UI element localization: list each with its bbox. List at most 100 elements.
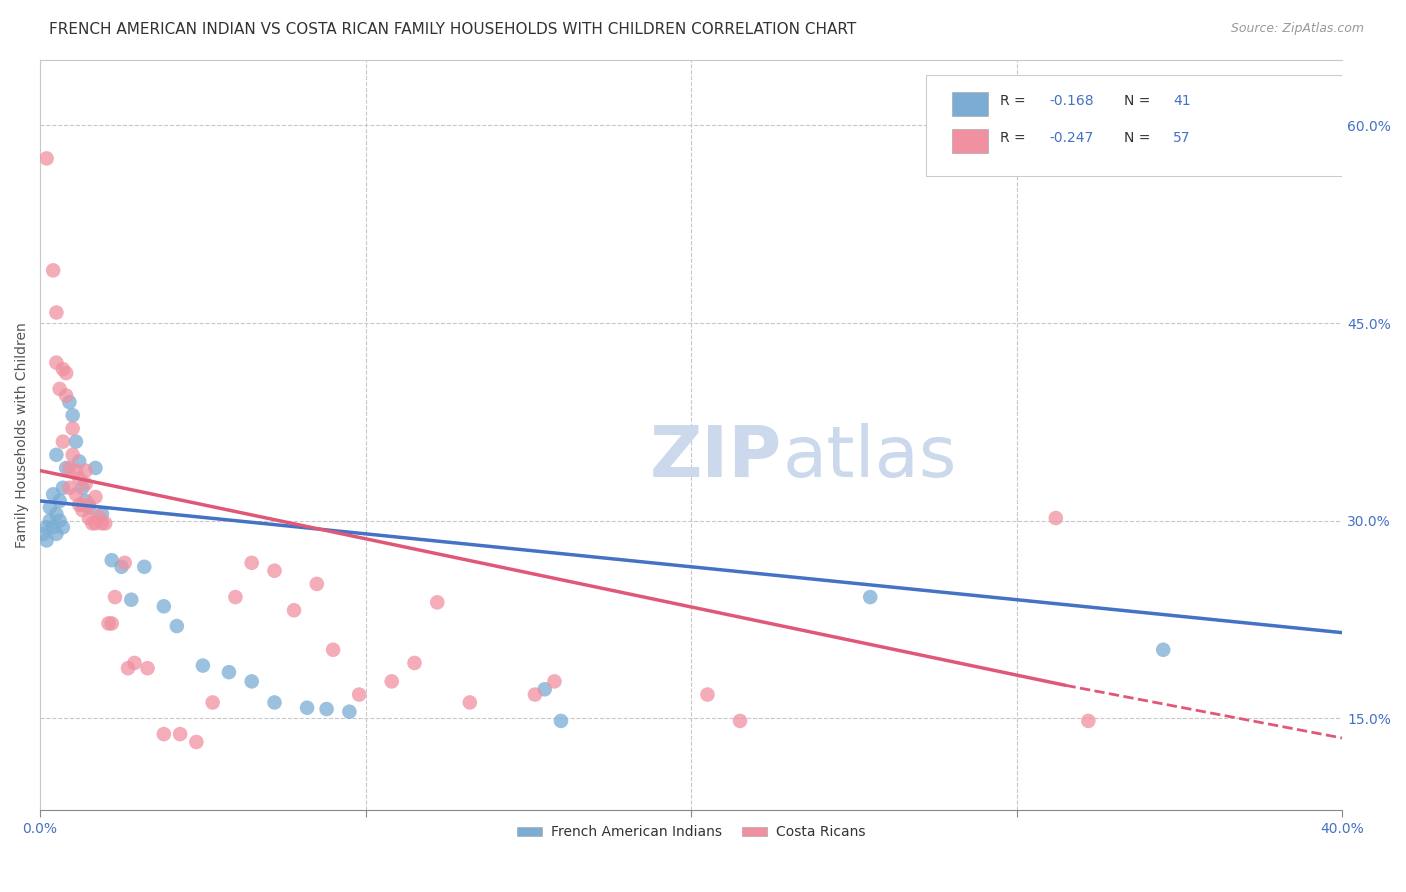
Point bbox=[58, 461, 80, 475]
Point bbox=[52, 481, 75, 495]
Point bbox=[283, 603, 305, 617]
Point bbox=[153, 727, 176, 741]
Point bbox=[186, 735, 208, 749]
Point bbox=[67, 471, 90, 485]
Point bbox=[458, 696, 481, 710]
Point bbox=[72, 503, 94, 517]
Point bbox=[45, 355, 67, 369]
Text: atlas: atlas bbox=[782, 423, 956, 492]
Legend: French American Indians, Costa Ricans: French American Indians, Costa Ricans bbox=[512, 820, 870, 845]
Point bbox=[77, 511, 100, 525]
Point bbox=[1152, 642, 1174, 657]
Point bbox=[315, 702, 337, 716]
Point bbox=[104, 590, 127, 604]
Point bbox=[38, 500, 60, 515]
Point bbox=[55, 388, 77, 402]
Point bbox=[45, 448, 67, 462]
Point bbox=[72, 498, 94, 512]
Point bbox=[110, 559, 132, 574]
Text: 57: 57 bbox=[1173, 131, 1191, 145]
Text: -0.247: -0.247 bbox=[1049, 131, 1094, 145]
Point bbox=[337, 705, 360, 719]
Point bbox=[201, 696, 224, 710]
Point bbox=[32, 526, 55, 541]
Point bbox=[84, 516, 107, 531]
Point bbox=[48, 494, 70, 508]
Point bbox=[117, 661, 139, 675]
Point bbox=[38, 514, 60, 528]
Point bbox=[550, 714, 572, 728]
Text: R =: R = bbox=[1000, 131, 1029, 145]
Text: R =: R = bbox=[1000, 94, 1029, 108]
Point bbox=[35, 533, 58, 548]
Text: N =: N = bbox=[1123, 131, 1154, 145]
Point bbox=[859, 590, 882, 604]
Point bbox=[543, 674, 565, 689]
Text: FRENCH AMERICAN INDIAN VS COSTA RICAN FAMILY HOUSEHOLDS WITH CHILDREN CORRELATIO: FRENCH AMERICAN INDIAN VS COSTA RICAN FA… bbox=[49, 22, 856, 37]
Point bbox=[42, 520, 65, 534]
Point bbox=[263, 564, 285, 578]
Point bbox=[240, 556, 263, 570]
FancyBboxPatch shape bbox=[952, 129, 988, 153]
Text: 41: 41 bbox=[1173, 94, 1191, 108]
Point bbox=[381, 674, 404, 689]
Point bbox=[45, 507, 67, 521]
Point bbox=[97, 616, 120, 631]
Point bbox=[305, 577, 328, 591]
Point bbox=[62, 448, 84, 462]
Point bbox=[1045, 511, 1067, 525]
Point bbox=[84, 490, 107, 504]
Text: ZIP: ZIP bbox=[650, 423, 782, 492]
Point bbox=[77, 500, 100, 515]
Point bbox=[240, 674, 263, 689]
Point bbox=[72, 481, 94, 495]
Point bbox=[134, 559, 156, 574]
Point bbox=[42, 263, 65, 277]
Point bbox=[75, 464, 97, 478]
Point bbox=[67, 454, 90, 468]
Point bbox=[48, 514, 70, 528]
Text: -0.168: -0.168 bbox=[1049, 94, 1094, 108]
FancyBboxPatch shape bbox=[925, 75, 1355, 176]
Point bbox=[696, 688, 718, 702]
Point bbox=[100, 616, 122, 631]
Point bbox=[67, 498, 90, 512]
Point bbox=[48, 382, 70, 396]
Point bbox=[426, 595, 449, 609]
Point bbox=[62, 409, 84, 423]
Point bbox=[45, 305, 67, 319]
Point bbox=[52, 434, 75, 449]
Point bbox=[295, 700, 318, 714]
Point bbox=[94, 516, 117, 531]
Point bbox=[347, 688, 370, 702]
Point bbox=[62, 421, 84, 435]
Point bbox=[55, 366, 77, 380]
Point bbox=[45, 526, 67, 541]
Point bbox=[91, 507, 114, 521]
Point bbox=[322, 642, 344, 657]
Point bbox=[58, 481, 80, 495]
FancyBboxPatch shape bbox=[952, 92, 988, 116]
Point bbox=[55, 461, 77, 475]
Point bbox=[65, 464, 87, 478]
Point bbox=[523, 688, 546, 702]
Point bbox=[65, 434, 87, 449]
Point bbox=[124, 656, 146, 670]
Point bbox=[1077, 714, 1099, 728]
Point bbox=[533, 682, 555, 697]
Point bbox=[42, 487, 65, 501]
Point bbox=[82, 516, 104, 531]
Point bbox=[263, 696, 285, 710]
Point bbox=[100, 553, 122, 567]
Point bbox=[52, 520, 75, 534]
Point bbox=[52, 362, 75, 376]
Point bbox=[91, 516, 114, 531]
Point bbox=[218, 665, 240, 680]
Text: N =: N = bbox=[1123, 94, 1154, 108]
Point bbox=[153, 599, 176, 614]
Point bbox=[58, 395, 80, 409]
Point bbox=[224, 590, 246, 604]
Point bbox=[191, 658, 214, 673]
Point bbox=[728, 714, 751, 728]
Point bbox=[75, 476, 97, 491]
